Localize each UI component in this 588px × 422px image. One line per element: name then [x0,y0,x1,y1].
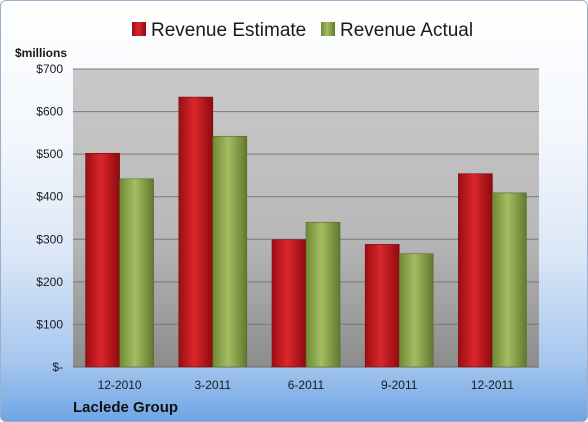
y-tick-label: $- [52,360,63,374]
y-tick-label: $300 [36,232,63,246]
legend-swatch-estimate [132,22,146,36]
bar-actual-6-2011 [305,221,341,368]
x-axis-ticks: 12-2010 3-2011 6-2011 9-2011 12-2011 [98,378,515,392]
x-tick-label: 12-2011 [471,378,514,392]
bar-estimate-6-2011 [271,239,307,368]
x-tick-label: 3-2011 [195,378,232,392]
y-tick-label: $700 [36,62,63,76]
bar-actual-9-2011 [398,253,434,368]
legend-label-estimate: Revenue Estimate [151,20,306,41]
legend: Revenue Estimate Revenue Actual [132,20,473,41]
y-tick-label: $400 [36,190,63,204]
y-axis-ticks: $- $100 $200 $300 $400 $500 $600 $700 [36,62,63,374]
legend-swatch-actual [321,22,335,36]
bar-estimate-3-2011 [178,96,214,368]
x-tick-label: 6-2011 [288,378,325,392]
bar-actual-12-2011 [492,192,527,368]
y-axis-unit-label: $millions [15,46,67,60]
bars [85,96,527,368]
bar-estimate-9-2011 [364,244,400,368]
y-tick-label: $200 [36,275,63,289]
bar-estimate-12-2011 [458,173,493,368]
x-tick-label: 9-2011 [381,378,418,392]
bar-estimate-12-2010 [85,152,120,368]
legend-label-actual: Revenue Actual [340,20,473,41]
bar-actual-3-2011 [212,135,248,368]
x-tick-label: 12-2010 [98,378,142,392]
y-tick-label: $100 [36,317,63,331]
y-tick-label: $600 [36,105,63,119]
bar-actual-12-2010 [119,178,154,368]
company-name: Laclede Group [73,399,178,416]
y-tick-label: $500 [36,147,63,161]
